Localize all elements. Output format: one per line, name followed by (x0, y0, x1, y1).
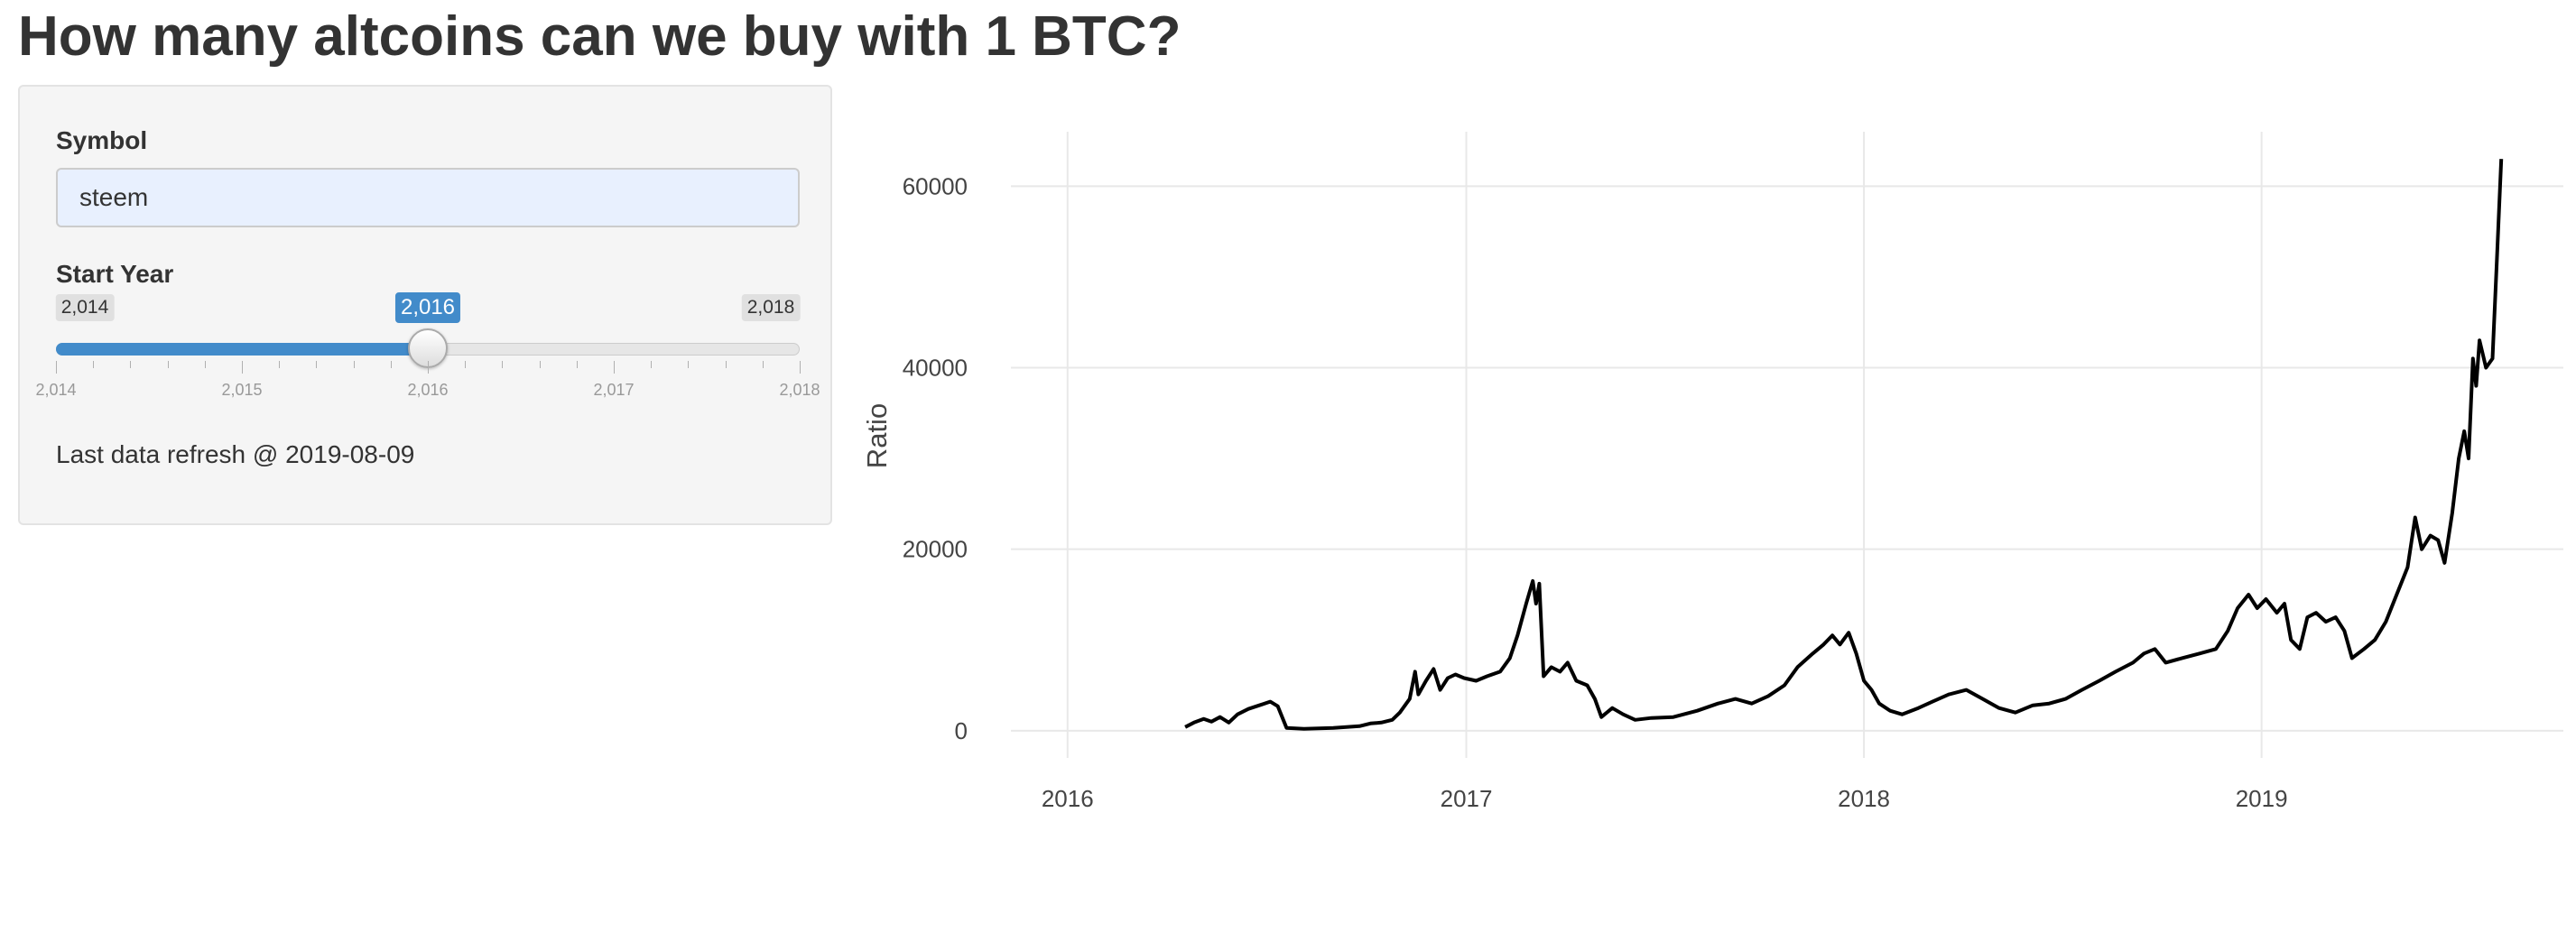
y-tick-label: 40000 (903, 355, 968, 382)
slider-tick (576, 361, 578, 368)
slider-tick (242, 361, 243, 374)
slider-tick (762, 361, 764, 368)
slider-tick (428, 361, 429, 374)
slider-tick (390, 361, 392, 368)
x-axis-title: Date [1D] (1728, 828, 1847, 830)
slider-tick (353, 361, 355, 368)
ratio-line-chart: 0 20000 40000 60000 2016 2017 2018 2019 Date [1D… (866, 132, 2563, 830)
symbol-label: Symbol (56, 126, 148, 154)
x-tick-label: 2018 (1838, 785, 1890, 812)
slider-tick (279, 361, 281, 368)
slider-tick (167, 361, 169, 368)
slider-max-label: 2,018 (741, 294, 801, 321)
slider-tick (465, 361, 467, 368)
slider-tick-label: 2,018 (779, 381, 820, 399)
slider-tick (56, 361, 57, 374)
slider-tick (502, 361, 504, 368)
y-tick-label: 0 (955, 717, 968, 744)
start-year-label: Start Year (56, 260, 174, 288)
slider-tick-label: 2,015 (221, 381, 263, 399)
slider-tick (539, 361, 541, 368)
start-year-slider[interactable]: 2,014 2,018 2,016 2,014 2,015 2,016 2,017 2,… (35, 292, 820, 420)
slider-tick-label: 2,016 (407, 381, 449, 399)
slider-tick (651, 361, 653, 368)
slider-tick-label: 2,017 (593, 381, 635, 399)
slider-tick (93, 361, 95, 368)
sidebar-panel: Symbol Start Year 2,014 2,018 2,016 2,01… (18, 85, 832, 525)
y-tick-label: 20000 (903, 536, 968, 563)
page-title: How many altcoins can we buy with 1 BTC? (18, 5, 1181, 68)
x-tick-label: 2019 (2236, 785, 2288, 812)
slider-tick (316, 361, 318, 368)
last-refresh-text: Last data refresh @ 2019-08-09 (56, 440, 415, 468)
slider-selected-bar (56, 343, 428, 356)
y-tick-label: 60000 (903, 172, 968, 199)
slider-tick (688, 361, 690, 368)
slider-tick (725, 361, 727, 368)
slider-tick (614, 361, 615, 374)
symbol-input[interactable] (56, 168, 800, 227)
y-axis-title: Ratio (866, 403, 893, 468)
slider-current-label: 2,016 (394, 292, 461, 323)
x-tick-label: 2017 (1441, 785, 1493, 812)
slider-tick (204, 361, 206, 368)
ratio-series-line (1184, 159, 2504, 731)
slider-tick (130, 361, 132, 368)
slider-tick (800, 361, 801, 374)
slider-handle[interactable] (408, 328, 448, 368)
x-tick-label: 2016 (1042, 785, 1094, 812)
slider-tick-label: 2,014 (35, 381, 77, 399)
slider-min-label: 2,014 (55, 294, 115, 321)
